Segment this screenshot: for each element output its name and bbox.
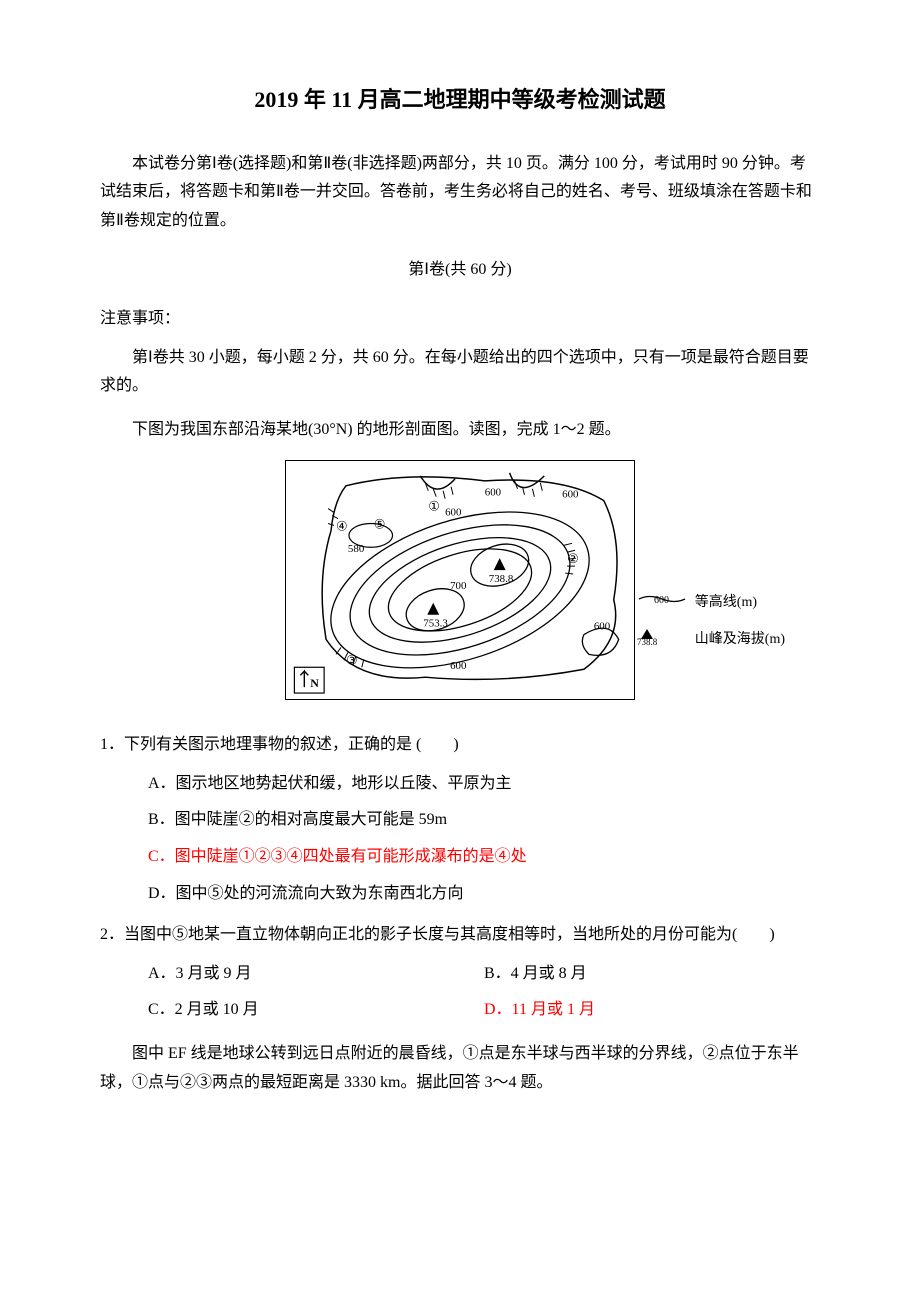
question-1: 1．下列有关图示地理事物的叙述，正确的是 ( ) A．图示地区地势起伏和缓，地形…	[100, 731, 820, 909]
north-label: N	[310, 676, 319, 690]
legend-contour-symbol: 600	[637, 590, 687, 615]
map-legend: 600 等高线(m) 738.8 山峰及海拔(m)	[637, 590, 785, 664]
q2-option-c: C．2 月或 10 月	[148, 996, 484, 1025]
q1-option-d: D．图中⑤处的河流流向大致为东南西北方向	[100, 880, 820, 909]
point-5: ⑤	[374, 517, 386, 531]
contour-label-600c: 600	[445, 507, 462, 519]
peak-label-738: 738.8	[489, 573, 514, 585]
q1-option-c: C．图中陡崖①②③④四处最有可能形成瀑布的是④处	[100, 843, 820, 872]
svg-text:738.8: 738.8	[637, 637, 658, 645]
q1-stem: 1．下列有关图示地理事物的叙述，正确的是 ( )	[100, 731, 820, 760]
legend-contour-label: 等高线(m)	[695, 590, 757, 615]
q2-option-a: A．3 月或 9 月	[148, 960, 484, 989]
q1-option-a: A．图示地区地势起伏和缓，地形以丘陵、平原为主	[100, 770, 820, 799]
legend-peak-symbol: 738.8	[637, 625, 687, 654]
topographic-map-svg: 738.8 753.3 600 600 580 600 700 600 600 …	[285, 460, 635, 700]
svg-text:600: 600	[654, 595, 669, 606]
notice-body: 第Ⅰ卷共 30 小题，每小题 2 分，共 60 分。在每小题给出的四个选项中，只…	[100, 344, 820, 402]
point-1: ①	[428, 500, 440, 514]
peak-label-753: 753.3	[423, 618, 448, 630]
passage-1: 下图为我国东部沿海某地(30°N) 的地形剖面图。读图，完成 1～2 题。	[100, 416, 820, 445]
point-3: ③	[346, 653, 358, 667]
section-1-header: 第Ⅰ卷(共 60 分)	[100, 256, 820, 285]
q2-option-b: B．4 月或 8 月	[484, 960, 820, 989]
exam-intro: 本试卷分第Ⅰ卷(选择题)和第Ⅱ卷(非选择题)两部分，共 10 页。满分 100 …	[100, 150, 820, 236]
contour-label-600b: 600	[562, 489, 579, 501]
question-2: 2．当图中⑤地某一直立物体朝向正北的影子长度与其高度相等时，当地所处的月份可能为…	[100, 921, 820, 1025]
exam-title: 2019 年 11 月高二地理期中等级考检测试题	[100, 80, 820, 120]
q2-stem: 2．当图中⑤地某一直立物体朝向正北的影子长度与其高度相等时，当地所处的月份可能为…	[100, 921, 820, 950]
contour-label-600a: 600	[485, 487, 502, 499]
contour-label-600d: 600	[450, 660, 467, 672]
q2-option-d: D．11 月或 1 月	[484, 996, 820, 1025]
contour-label-700: 700	[450, 580, 467, 592]
contour-label-600e: 600	[594, 621, 611, 633]
point-4: ④	[336, 519, 348, 533]
contour-label-580: 580	[348, 543, 365, 555]
legend-peak-label: 山峰及海拔(m)	[695, 627, 785, 652]
q1-option-b: B．图中陡崖②的相对高度最大可能是 59m	[100, 806, 820, 835]
passage-2: 图中 EF 线是地球公转到远日点附近的晨昏线，①点是东半球与西半球的分界线，②点…	[100, 1040, 820, 1098]
topographic-map-figure: 738.8 753.3 600 600 580 600 700 600 600 …	[100, 460, 820, 711]
notice-label: 注意事项：	[100, 305, 820, 334]
